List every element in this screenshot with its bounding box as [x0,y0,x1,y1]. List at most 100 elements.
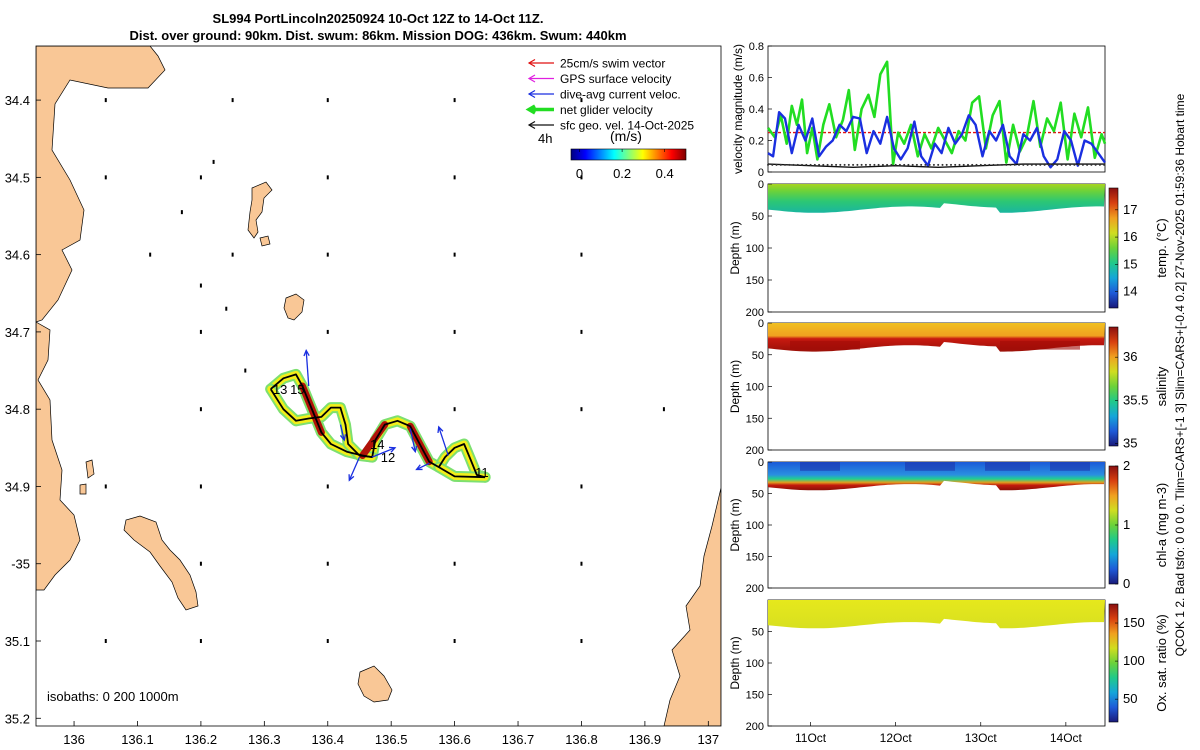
geo-velocity-dot [937,163,940,166]
section-data-band [768,184,1105,213]
geo-velocity-dot [996,163,999,166]
geo-velocity-dot [796,163,799,166]
velocity-y-tick-label: 0.4 [749,104,764,116]
colorbar-tick-label: 0.4 [656,166,674,181]
islet-dot [212,159,215,164]
section-y-tick-label: 0 [758,318,764,330]
islet-dot [104,98,107,103]
islet-dot [231,252,234,257]
legend-swatch-head [527,120,536,130]
islet-dot [453,407,456,412]
geo-velocity-dot [1035,163,1038,166]
islet-dot [580,175,583,180]
islet-dot [199,407,202,412]
map-y-axis: 34.4 34.5 34.6 34.7 34.8 34.9 -35 35.1 35.2 [5,93,41,726]
section-y-tick-label: 100 [746,520,764,532]
track-line-0 [270,373,486,479]
geo-velocity-dot [967,163,969,166]
land-west-coast [36,321,81,591]
geo-velocity-dot [801,163,803,166]
geo-velocity-dot [898,163,901,166]
map-background [36,46,721,726]
islet-dot [225,306,228,311]
islet-dot [149,252,152,257]
geo-velocity-dot [941,163,944,166]
salinity-section: 0 50 100 150 200 Depth (m) 35 35.5 36 salinity [728,318,1169,457]
geo-velocity-dot [971,163,974,166]
land-thistle-island [123,515,199,611]
islet-dot [326,639,329,643]
geo-velocity-dot [864,163,867,166]
velocity-series-line-3 [767,163,1105,168]
islet-dot [180,210,183,215]
section-colorbar-tick-label: 2 [1123,458,1130,473]
islet-dot [453,252,456,257]
islet-dot [453,561,456,566]
current-arrow-shaft [339,424,345,441]
islet-dot [199,484,202,489]
map-y-tick-label: 35.1 [5,634,30,649]
geo-velocity-dot [1009,163,1012,166]
legend-label: 25cm/s swim vector [560,57,665,71]
section-x-tick-label: 11Oct [795,731,827,745]
map-x-tick-label: 136.6 [438,732,471,747]
velocity-y-tick-label: 0.6 [749,73,764,85]
geo-velocity-dot [805,163,808,166]
islet-dot [326,484,329,489]
geo-velocity-dot [886,163,889,166]
map-x-tick-label: 136.5 [375,732,408,747]
geo-velocity-dot [1077,163,1080,166]
islet-dot [326,175,329,180]
map-y-tick-label: 34.9 [5,479,30,494]
section-y-tick-label: 50 [752,350,764,362]
islet-dot [453,98,456,103]
islet-dot [580,329,583,334]
geo-velocity-dot [779,163,782,166]
track-line-1 [269,388,373,458]
salinity-high-patch [790,340,860,350]
colorbar-unit-label: (m/s) [610,128,642,144]
section-colorbar-tick-label: 15 [1123,256,1137,271]
geo-velocity-dot [869,163,872,166]
islet-dot [662,407,665,412]
land-island-5 [85,459,95,479]
velocity-ylabel: velocity magnitude (m/s) [731,44,745,174]
geo-velocity-dot [932,163,935,166]
map-y-tick-label: 34.8 [5,402,30,417]
map-x-tick-label: 136.8 [565,732,598,747]
colorbar-tick-label: 0 [576,166,583,181]
section-y-tick-label: 0 [758,457,764,469]
map-y-tick-label: 34.4 [5,93,30,108]
colorbar-tick-label: 0.2 [613,166,631,181]
section-y-tick-label: 50 [752,627,764,639]
current-arrow-head [348,474,355,482]
geo-velocity-dot [881,163,884,166]
current-arrow-head [411,445,418,454]
geo-velocity-dot [1056,163,1059,166]
legend-label: dive-avg current veloc. [560,88,681,102]
chla-low-patch [1050,462,1090,471]
track-day-label: 15 [290,382,304,397]
geo-velocity-dot [771,163,774,166]
geo-velocity-dot [1086,163,1089,166]
salinity-high-patch [1000,340,1080,350]
section-ylabel: Depth (m) [728,221,742,274]
temperature-section: 0 50 100 150 200 Depth (m) 14 15 16 17 temp. (°C) [728,179,1169,319]
oxygen-section: 50 100 150 200 Depth (m) 50 100 150 Ox. sat. rat… [728,599,1169,745]
islet-markers [104,98,665,643]
geo-velocity-dot [852,163,855,166]
landmasses [36,46,721,726]
current-arrow-head [388,446,397,453]
figure-title-line1: SL994 PortLincoln20250924 10-Oct 12Z to … [213,11,544,26]
geo-velocity-dot [903,163,906,166]
section-y-tick-label: 200 [746,721,764,733]
map-x-tick-label: 136.9 [629,732,662,747]
track-day-label: 12 [381,450,395,465]
geo-velocity-dot [775,163,778,166]
geo-velocity-dot [788,163,791,166]
geo-velocity-dot [958,163,961,166]
track-day-label: 13 [273,382,287,397]
